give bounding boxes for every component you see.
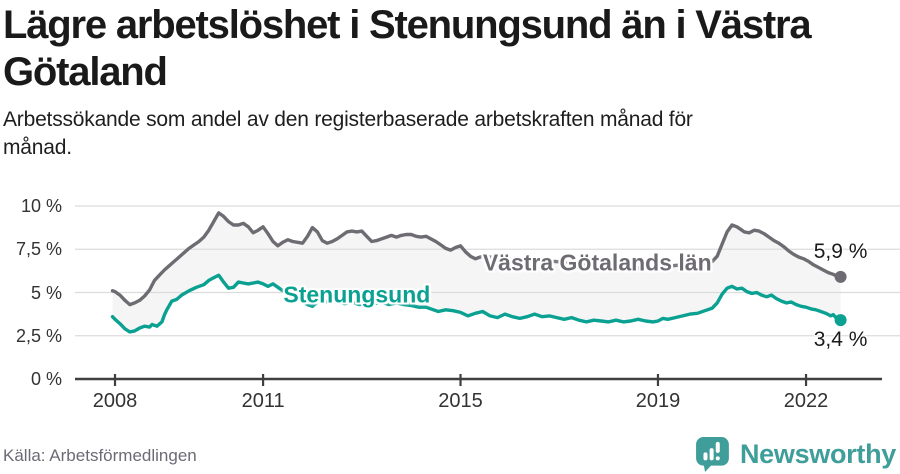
header: Lägre arbetslöshet i Stenungsund än i Vä… [3, 2, 897, 161]
end-value-label-stenungsund: 3,4 % [813, 328, 868, 352]
series-label-stenungsund: Stenungsund [283, 281, 431, 308]
series-label-vastra-gotalands-lan: Västra Götalands län [482, 249, 712, 276]
source-attribution: Källa: Arbetsförmedlingen [3, 446, 197, 465]
series-end-dot [834, 314, 847, 327]
y-tick-label: 5 % [30, 282, 62, 303]
series-line-stenungsund [110, 273, 843, 334]
x-tick-label: 2008 [92, 390, 138, 412]
y-tick-label: 10 % [20, 196, 62, 216]
series-line-vastra-gotalands-lan [110, 211, 843, 307]
page-title: Lägre arbetslöshet i Stenungsund än i Vä… [3, 3, 812, 94]
x-tick-label: 2022 [783, 390, 829, 412]
series-end-dot [834, 270, 847, 283]
chart-subtitle: Arbetssökande som andel av den registerb… [3, 107, 693, 159]
y-tick-label: 7,5 % [15, 239, 62, 260]
x-tick-label: 2011 [241, 390, 285, 412]
y-tick-label: 2,5 % [15, 325, 62, 346]
newsworthy-logo-icon [696, 437, 729, 472]
newsworthy-logo: Newsworthy [695, 436, 896, 472]
y-tick-label: 0 % [30, 369, 62, 389]
x-tick-label: 2019 [635, 390, 681, 412]
x-tick-label: 2015 [438, 390, 483, 412]
end-value-label-vastra-gotalands-lan: 5,9 % [813, 239, 868, 263]
brand-name: Newsworthy [739, 438, 896, 469]
